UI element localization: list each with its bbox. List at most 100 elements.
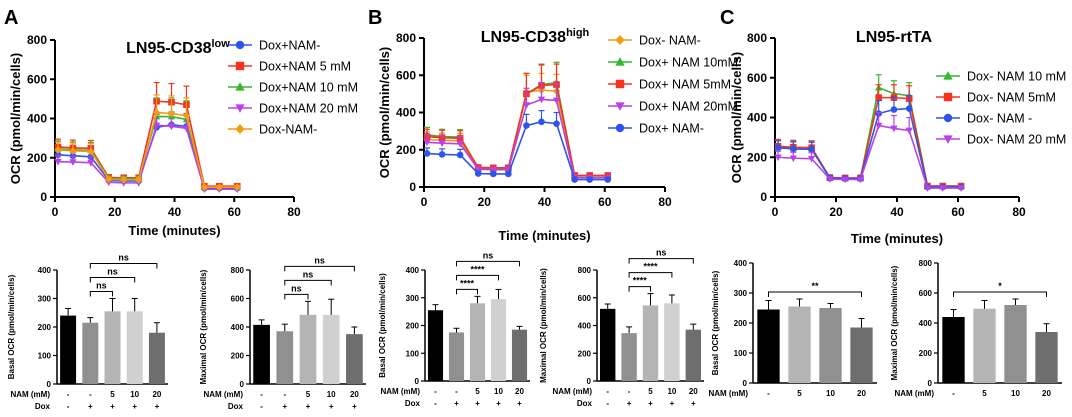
significance-label: **** (643, 262, 658, 272)
nam-value: - (767, 389, 770, 398)
dox-value: + (282, 402, 287, 411)
significance-bracket (628, 258, 694, 264)
dox-value: + (132, 402, 137, 411)
data-point (438, 151, 446, 158)
data-point (215, 183, 223, 192)
series-2 (775, 84, 965, 187)
data-point (233, 183, 241, 192)
legend-marker (615, 34, 625, 46)
nam-value: 10 (130, 390, 139, 399)
bar (973, 308, 996, 383)
nam-value: 5 (648, 387, 653, 396)
data-point (923, 185, 932, 192)
y-axis-title: OCR (pmol/min/cells) (377, 47, 392, 178)
series-5 (424, 110, 611, 181)
x-tick-label: 40 (538, 195, 552, 209)
data-point (890, 106, 898, 113)
dox-value: - (606, 399, 609, 408)
data-point (200, 183, 209, 192)
y-tick-label: 800 (27, 33, 47, 47)
y-tick-label: 800 (747, 31, 767, 45)
nam-value: 20 (857, 389, 866, 398)
dox-value: + (517, 399, 522, 408)
legend-label: Dox-NAM- (259, 123, 317, 137)
dox-value: + (454, 399, 459, 408)
bar (448, 332, 465, 381)
legend-label: Dox+NAM 20 mM (259, 102, 358, 116)
legend-label: Dox- NAM 10 mM (967, 70, 1066, 84)
data-point (135, 175, 143, 184)
bar-y-axis-title: Maximal OCR (pmol/min/cells) (890, 265, 899, 380)
bar (469, 303, 486, 381)
bar-y-tick-label: 800 (919, 259, 933, 268)
treatment-row-label: Dox (35, 402, 51, 411)
legend-marker (615, 123, 625, 133)
bar-y-axis-title: Basal OCR (pmol/min/cells) (711, 270, 720, 375)
data-point (553, 120, 560, 127)
series-2 (424, 61, 611, 177)
data-point (571, 176, 578, 183)
treatment-row-label: Dox (577, 399, 593, 408)
dox-value: - (67, 402, 70, 411)
significance-label: ns (303, 269, 314, 279)
bar (322, 314, 340, 384)
dox-value: + (155, 402, 160, 411)
bar (148, 332, 165, 384)
significance-label: ns (291, 283, 302, 293)
significance-bracket (953, 291, 1047, 297)
x-tick-label: 20 (829, 205, 843, 219)
data-point (537, 96, 546, 104)
legend-label: Dox- NAM 5mM (967, 91, 1056, 105)
nam-value: 5 (797, 389, 802, 398)
data-point (826, 176, 834, 183)
legend-label: Dox+ NAM 20mM (639, 100, 738, 114)
data-point (875, 94, 882, 101)
x-tick-label: 60 (228, 205, 242, 219)
nam-value: - (628, 387, 631, 396)
bar-y-tick-label: 400 (38, 266, 52, 275)
bar-y-tick-label: 400 (919, 319, 933, 328)
bar (642, 305, 659, 381)
x-tick-label: 60 (598, 195, 612, 209)
bar (427, 310, 444, 381)
nam-value: 5 (475, 387, 480, 396)
bar (276, 331, 294, 384)
bar-y-tick-label: 200 (406, 322, 420, 331)
significance-bracket (628, 286, 651, 292)
data-point (604, 176, 612, 183)
data-point (808, 146, 815, 153)
data-point (105, 175, 113, 184)
nam-value: 5 (306, 390, 311, 399)
y-tick-label: 600 (396, 68, 416, 82)
bar (757, 309, 780, 383)
data-point (957, 185, 965, 192)
data-point (456, 151, 464, 159)
title-superscript: low (212, 38, 231, 50)
bar-y-axis-title: Basal OCR (pmol/min/cells) (7, 274, 16, 379)
bar (621, 333, 637, 381)
y-axis-title: OCR (pmol/min/cells) (8, 53, 23, 184)
bar (599, 308, 616, 381)
dox-value: + (496, 399, 501, 408)
bar-y-tick-label: 800 (231, 266, 245, 275)
data-point (152, 122, 161, 130)
significance-bracket (284, 293, 309, 300)
data-point (87, 147, 95, 156)
significance-label: ns (656, 248, 667, 258)
legend-label: Dox+NAM 5 mM (259, 60, 351, 74)
y-tick-label: 0 (760, 190, 767, 204)
bar-y-tick-label: 300 (406, 294, 420, 303)
series-1 (775, 74, 965, 187)
y-tick-label: 200 (27, 151, 47, 165)
data-point (905, 127, 913, 135)
series-1 (424, 72, 611, 179)
x-tick-label: 80 (658, 195, 672, 209)
y-tick-label: 0 (40, 190, 47, 204)
nam-value: 10 (667, 387, 676, 396)
dox-value: + (110, 402, 115, 411)
treatment-row-label: Dox (405, 399, 421, 408)
treatment-row-label: NAM (mM) (894, 389, 934, 398)
nam-value: 20 (152, 390, 161, 399)
nam-value: - (67, 390, 70, 399)
dox-value: + (88, 402, 93, 411)
